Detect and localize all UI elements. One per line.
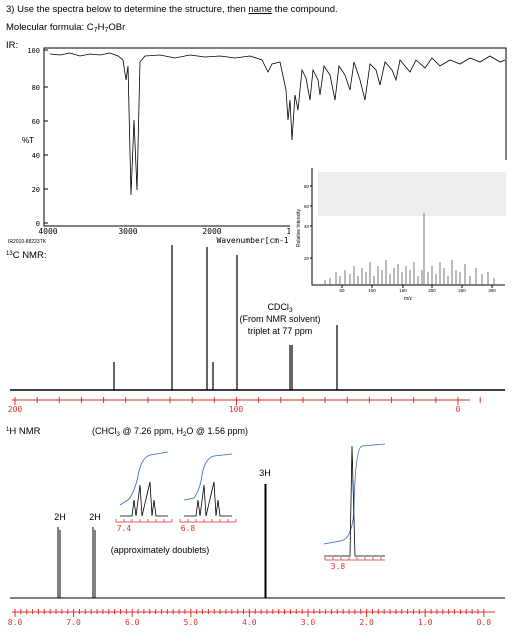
ms-y-tick: 40 (304, 224, 310, 229)
ms-x-tick: 150 (399, 288, 407, 293)
c13-title: 13C NMR: (6, 250, 46, 261)
solvent-note: (From NMR solvent) (239, 314, 320, 324)
ms-y-tick: 60 (304, 204, 310, 209)
ms-y-tick: 80 (304, 184, 310, 189)
h1-title: 1H NMR (6, 426, 41, 437)
inset-label: 6.8 (181, 524, 196, 533)
ms-x-tick: 200 (428, 288, 436, 293)
h1-peaks (57, 484, 267, 598)
ir-y-tick: 0 (36, 220, 40, 228)
q-text: Use the spectra below to determine the s… (14, 4, 248, 15)
ir-y-tick: 80 (32, 84, 40, 92)
ms-y-label: Relative Intensity (296, 208, 302, 247)
q-text-end: the compound. (272, 4, 338, 15)
note-part: (CHCl (92, 426, 117, 436)
ir-x-tick: 2000 (202, 227, 221, 236)
c13-sup: 13 (6, 251, 13, 257)
c13-x-tick: 200 (8, 405, 23, 414)
integration: 3H (259, 468, 271, 478)
c13-solvent: CDCl3 (267, 302, 293, 314)
ms-x-label: m/z (404, 296, 413, 302)
formula-sub: 7 (104, 27, 108, 34)
c13-x-tick: 100 (229, 405, 244, 414)
h1-integral (57, 484, 267, 530)
ir-y-tick: 100 (27, 47, 40, 55)
ir-y-tick: 20 (32, 186, 40, 194)
h1-sup: 1 (6, 427, 10, 433)
ms-x-tick: 250 (458, 288, 466, 293)
formula-part: H (98, 22, 105, 33)
h1-x-tick: 7.0 (66, 618, 81, 627)
h1-x-tick: 1.0 (418, 618, 433, 627)
ir-spectrum (49, 52, 506, 196)
ir-x-label: Wavenumber[cm-1] (216, 236, 293, 245)
formula-part: OBr (108, 22, 125, 33)
solvent-note: triplet at 77 ppm (248, 326, 313, 336)
note-part: @ 7.26 ppm, H (120, 426, 183, 436)
note-sub: 2 (183, 432, 187, 438)
ms-x-tick: 300 (488, 288, 496, 293)
inset-peaks (120, 445, 385, 557)
h1-x-tick: 3.0 (301, 618, 316, 627)
ir-y-tick: 60 (32, 118, 40, 126)
h1-note: (CHCl3 @ 7.26 ppm, H2O @ 1.56 ppm) (92, 426, 248, 438)
ir-x-tick: 4000 (38, 227, 57, 236)
ms-shade (318, 172, 506, 216)
solvent-sub: 3 (289, 307, 293, 314)
inset-label: 3.8 (331, 562, 346, 571)
formula-sub: 7 (94, 27, 98, 34)
integration: 2H (54, 512, 66, 522)
note-sub: 3 (117, 432, 121, 438)
h1-x-tick: 8.0 (8, 618, 23, 627)
q-emphasis: name (248, 4, 272, 15)
h1-label: H NMR (9, 426, 40, 437)
h1-x-tick: 2.0 (359, 618, 374, 627)
ir-y-label: %T (22, 136, 34, 145)
c13-x-tick: 0 (456, 405, 461, 414)
formula-label: Molecular formula: (6, 22, 87, 33)
solvent-part: CDCl (267, 302, 289, 312)
h1-x-tick: 0.0 (477, 618, 492, 627)
ms-x-tick: 50 (339, 288, 345, 293)
inset-integral (119, 443, 386, 545)
integration: 2H (89, 512, 101, 522)
c13-peaks (113, 245, 338, 390)
h1-x-tick: 4.0 (242, 618, 257, 627)
c13-label: C NMR: (13, 250, 47, 261)
q-number: 3) (6, 4, 14, 15)
ms-axes (311, 168, 505, 286)
ir-x-tick: 3000 (118, 227, 137, 236)
inset-axes (115, 519, 385, 561)
note-part: O @ 1.56 ppm) (186, 426, 248, 436)
ms-y-tick: 20 (304, 256, 310, 261)
ir-frame (43, 47, 507, 227)
ir-code: IR2010-88223TK (8, 239, 47, 245)
formula-part: C (87, 22, 94, 33)
ms-x-tick: 100 (368, 288, 376, 293)
inset-label: 7.4 (117, 524, 132, 533)
h1-x-tick: 5.0 (184, 618, 199, 627)
doublets-note: (approximately doublets) (111, 545, 210, 555)
ms-peaks (324, 213, 495, 285)
h1-x-tick: 6.0 (125, 618, 140, 627)
ir-label: IR: (6, 40, 18, 51)
formula: Molecular formula: C7H7OBr (6, 22, 125, 34)
ir-y-tick: 40 (32, 152, 40, 160)
question: 3) Use the spectra below to determine th… (6, 4, 338, 15)
